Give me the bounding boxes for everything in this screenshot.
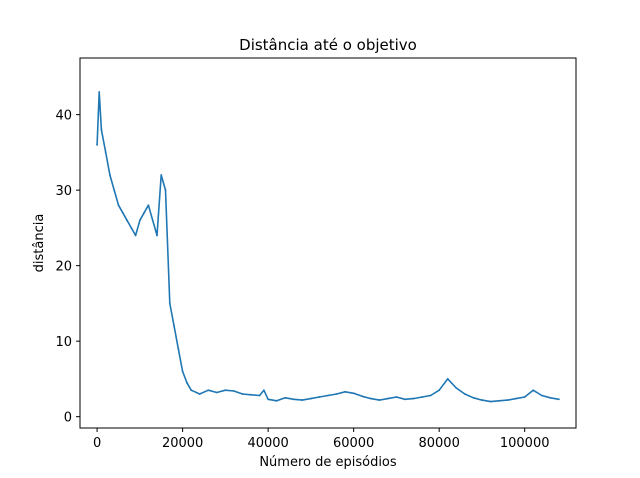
data-point <box>481 399 483 401</box>
data-point <box>233 390 235 392</box>
data-point <box>215 391 218 394</box>
data-point <box>104 151 107 154</box>
data-point <box>143 211 146 214</box>
data-point <box>369 397 372 400</box>
x-axis-title: Número de episódios <box>259 455 397 470</box>
y-tick-label: 40 <box>55 109 72 124</box>
data-point <box>181 370 184 373</box>
x-tick-label: 0 <box>93 436 101 451</box>
x-tick-label: 80000 <box>418 436 459 451</box>
data-point <box>185 381 188 384</box>
data-point <box>395 396 398 398</box>
data-point <box>121 211 124 214</box>
data-point <box>386 397 389 400</box>
data-point <box>224 389 227 392</box>
chart-title: Distância até o objetivo <box>239 36 417 54</box>
data-point <box>309 397 312 400</box>
data-point <box>412 397 415 400</box>
data-point <box>557 398 560 401</box>
data-point <box>532 389 535 392</box>
data-point <box>540 394 543 397</box>
data-point <box>117 204 120 207</box>
data-point <box>327 394 329 397</box>
data-point <box>301 399 304 401</box>
data-point <box>100 128 103 131</box>
data-point <box>404 398 406 401</box>
data-point <box>96 143 99 146</box>
x-axis: 0 20000 40000 60000 80000 100000 <box>93 428 550 451</box>
data-point <box>275 399 278 402</box>
data-point <box>177 347 180 350</box>
data-point <box>134 234 137 237</box>
data-point <box>173 325 175 327</box>
x-tick-label: 60000 <box>333 436 374 451</box>
data-point <box>472 396 475 399</box>
data-point <box>198 393 201 395</box>
data-point <box>267 398 270 401</box>
series-line-0 <box>96 91 560 403</box>
data-point <box>126 219 128 222</box>
data-point <box>262 389 265 392</box>
y-tick-label: 20 <box>55 260 72 275</box>
data-point <box>498 399 500 402</box>
data-point <box>250 393 252 396</box>
data-point <box>147 204 150 207</box>
data-point <box>515 397 518 400</box>
data-point <box>446 378 449 380</box>
data-point <box>241 393 244 395</box>
data-point <box>352 392 355 395</box>
x-tick-label: 40000 <box>247 436 288 451</box>
data-point <box>151 219 154 222</box>
data-point <box>549 396 552 399</box>
data-point <box>109 174 111 176</box>
x-tick-label: 100000 <box>500 436 550 451</box>
data-point <box>207 389 210 392</box>
data-point <box>335 393 338 395</box>
data-point <box>164 189 167 192</box>
plot-frame <box>79 57 577 429</box>
data-point <box>506 399 509 401</box>
data-point <box>284 396 287 399</box>
data-point <box>168 302 171 305</box>
data-point <box>361 395 364 398</box>
data-point <box>113 189 116 192</box>
data-point <box>160 174 163 176</box>
plot-area <box>96 91 560 403</box>
data-point <box>463 393 466 395</box>
data-point <box>421 396 423 398</box>
data-point <box>523 396 526 398</box>
data-point <box>378 399 381 401</box>
data-point <box>190 389 193 392</box>
data-point <box>489 400 492 403</box>
y-tick-label: 0 <box>64 411 72 426</box>
data-point <box>429 394 432 397</box>
data-point <box>455 387 458 389</box>
data-point <box>156 234 158 237</box>
data-point <box>438 389 441 392</box>
data-point <box>344 390 347 393</box>
data-point <box>292 398 295 401</box>
x-tick-label: 20000 <box>162 436 203 451</box>
data-point <box>318 396 321 398</box>
y-axis: 0 10 20 30 40 <box>55 109 80 426</box>
data-point <box>130 226 133 229</box>
y-axis-title: distância <box>32 214 47 273</box>
data-point <box>258 394 261 397</box>
data-point <box>98 91 101 93</box>
y-tick-label: 10 <box>55 335 72 350</box>
data-point <box>138 219 141 222</box>
y-tick-label: 30 <box>55 184 72 199</box>
